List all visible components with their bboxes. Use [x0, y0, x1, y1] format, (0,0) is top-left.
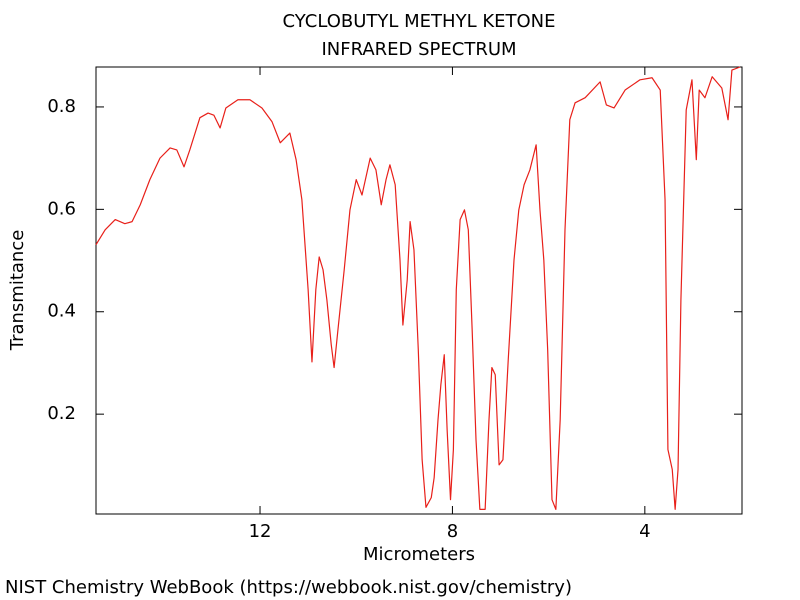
- y-tick-label: 0.2: [47, 403, 76, 424]
- y-tick-label: 0.6: [47, 198, 76, 219]
- x-tick-label: 4: [639, 521, 650, 542]
- x-tick-label: 8: [447, 521, 458, 542]
- y-tick-label: 0.8: [47, 96, 76, 117]
- chart-subtitle: INFRARED SPECTRUM: [321, 39, 516, 60]
- plot-frame: [95, 66, 743, 515]
- y-axis-label: Transmitance: [7, 230, 28, 352]
- source-note: NIST Chemistry WebBook (https://webbook.…: [5, 577, 572, 598]
- y-tick-label: 0.4: [47, 301, 76, 322]
- x-axis-label: Micrometers: [363, 544, 475, 565]
- x-tick-label: 12: [249, 521, 272, 542]
- chart-title: CYCLOBUTYL METHYL KETONE: [282, 11, 555, 32]
- spectrum-line: [95, 66, 741, 510]
